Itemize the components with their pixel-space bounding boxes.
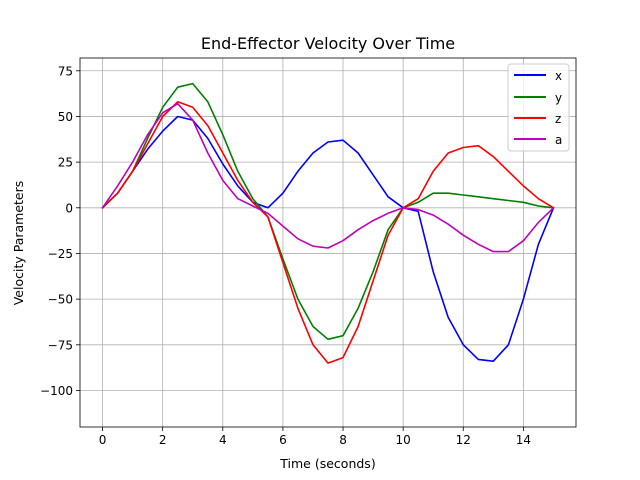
chart-title: End-Effector Velocity Over Time — [201, 34, 455, 53]
series-line-z — [101, 101, 555, 364]
y-tick-label: 50 — [58, 110, 73, 124]
x-tick-label: 10 — [396, 433, 411, 447]
y-ticks: −100 −75 −50 −25 0 25 50 75 — [40, 64, 80, 398]
legend: x y z a — [507, 63, 570, 152]
legend-label-x: x — [555, 69, 562, 83]
x-axis-label: Time (seconds) — [279, 456, 375, 471]
x-ticks: 0 2 4 6 8 10 12 14 — [99, 427, 531, 447]
x-tick-label: 8 — [339, 433, 347, 447]
legend-label-z: z — [555, 112, 561, 126]
x-tick-label: 6 — [279, 433, 287, 447]
y-tick-label: −75 — [48, 338, 73, 352]
y-tick-label: 25 — [58, 156, 73, 170]
x-tick-label: 14 — [516, 433, 531, 447]
x-tick-label: 2 — [159, 433, 167, 447]
y-tick-label: −25 — [48, 247, 73, 261]
series-line-a — [101, 102, 555, 253]
plot-frame — [79, 57, 577, 428]
y-tick-label: 75 — [58, 64, 73, 78]
x-tick-label: 12 — [456, 433, 471, 447]
y-tick-label: −50 — [48, 293, 73, 307]
series-lines — [101, 82, 555, 364]
series-line-x — [101, 115, 555, 363]
y-axis-label: Velocity Parameters — [11, 181, 26, 306]
legend-label-a: a — [555, 133, 562, 147]
legend-box — [507, 63, 570, 152]
x-tick-label: 4 — [219, 433, 227, 447]
series-line-y — [101, 82, 555, 341]
x-tick-label: 0 — [99, 433, 107, 447]
y-tick-label: −100 — [40, 384, 73, 398]
legend-label-y: y — [555, 91, 562, 105]
y-tick-label: 0 — [65, 201, 73, 215]
